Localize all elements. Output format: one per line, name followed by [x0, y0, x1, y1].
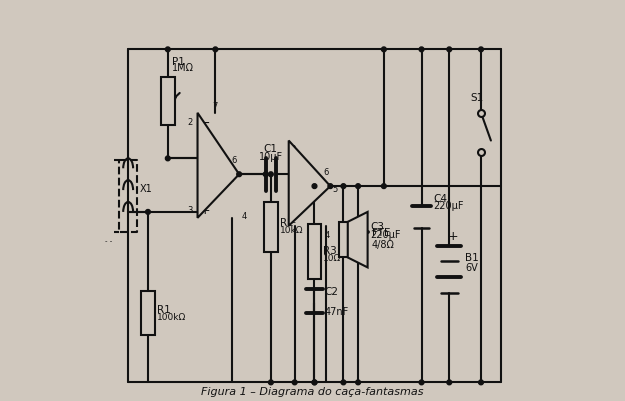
Text: LM386: LM386	[296, 185, 324, 194]
Polygon shape	[348, 213, 368, 268]
Circle shape	[419, 380, 424, 385]
FancyBboxPatch shape	[264, 203, 278, 252]
Text: 1MΩ: 1MΩ	[172, 63, 194, 73]
Text: 220μF: 220μF	[370, 229, 401, 239]
Text: C1: C1	[264, 144, 278, 154]
Text: 5: 5	[332, 184, 338, 193]
Text: C4: C4	[433, 194, 447, 204]
Text: R3: R3	[323, 245, 337, 255]
Text: 6: 6	[232, 156, 237, 165]
Circle shape	[146, 210, 151, 215]
Circle shape	[381, 48, 386, 53]
Text: 2: 2	[188, 118, 192, 127]
Circle shape	[341, 380, 346, 385]
Text: 10μF: 10μF	[259, 152, 283, 162]
FancyBboxPatch shape	[308, 224, 321, 279]
Text: 47nF: 47nF	[325, 306, 349, 316]
Text: C2: C2	[325, 286, 339, 296]
Circle shape	[479, 48, 483, 53]
Circle shape	[341, 184, 346, 189]
Circle shape	[166, 48, 170, 53]
Circle shape	[263, 172, 268, 177]
Text: 4/8Ω: 4/8Ω	[372, 239, 394, 249]
Text: −: −	[199, 117, 210, 130]
Text: 6: 6	[323, 168, 328, 177]
FancyBboxPatch shape	[141, 292, 155, 335]
Text: - -: - -	[104, 237, 112, 243]
Circle shape	[213, 48, 218, 53]
Circle shape	[312, 380, 317, 385]
Text: 10Ω: 10Ω	[323, 253, 341, 262]
Text: B1: B1	[465, 253, 479, 263]
Text: +: +	[448, 230, 459, 243]
Circle shape	[269, 380, 273, 385]
Text: 7: 7	[213, 101, 218, 110]
Circle shape	[419, 48, 424, 53]
Text: 4: 4	[241, 212, 246, 221]
Circle shape	[328, 184, 332, 189]
Circle shape	[312, 380, 317, 385]
FancyBboxPatch shape	[161, 78, 175, 126]
Text: 3: 3	[188, 205, 192, 214]
Text: CI1: CI1	[303, 172, 318, 181]
Text: CI1: CI1	[212, 160, 226, 169]
Text: 4: 4	[324, 230, 329, 239]
Text: R2: R2	[279, 217, 293, 227]
FancyBboxPatch shape	[339, 222, 348, 258]
Circle shape	[269, 172, 273, 177]
Circle shape	[237, 172, 241, 177]
Polygon shape	[289, 141, 331, 226]
Text: 2: 2	[291, 216, 296, 225]
Text: 6V: 6V	[465, 263, 478, 273]
Text: 3: 3	[291, 145, 296, 154]
Circle shape	[292, 380, 297, 385]
Circle shape	[356, 184, 361, 189]
Circle shape	[447, 380, 452, 385]
Text: +: +	[199, 203, 210, 216]
Polygon shape	[198, 113, 239, 218]
Circle shape	[447, 48, 452, 53]
Text: 10kΩ: 10kΩ	[279, 226, 303, 235]
Text: C3: C3	[370, 221, 384, 231]
Text: 100kΩ: 100kΩ	[157, 313, 186, 322]
Circle shape	[381, 184, 386, 189]
Text: R1: R1	[157, 304, 171, 314]
Circle shape	[166, 157, 170, 161]
Text: CA3140: CA3140	[202, 174, 236, 183]
Text: 220μF: 220μF	[433, 200, 464, 211]
Text: FTE: FTE	[372, 227, 390, 237]
Text: Figura 1 – Diagrama do caça-fantasmas: Figura 1 – Diagrama do caça-fantasmas	[201, 386, 424, 396]
Text: X1: X1	[139, 184, 152, 194]
Text: S1: S1	[471, 93, 484, 103]
Text: P1: P1	[172, 57, 184, 67]
Circle shape	[312, 184, 317, 189]
Circle shape	[479, 380, 483, 385]
Circle shape	[356, 380, 361, 385]
